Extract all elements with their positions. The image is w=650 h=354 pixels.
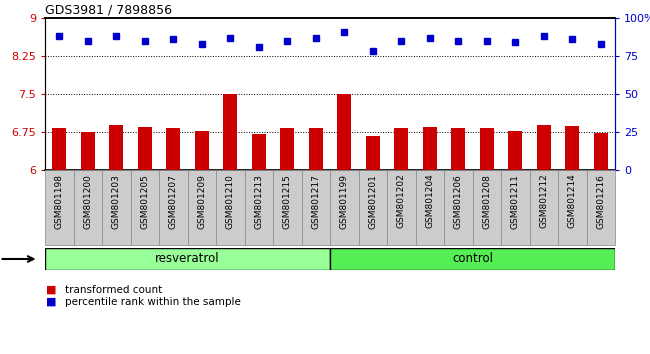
- Text: GSM801199: GSM801199: [340, 174, 349, 229]
- Text: GSM801201: GSM801201: [369, 174, 377, 229]
- Bar: [444, 170, 473, 245]
- Bar: [73, 170, 102, 245]
- Bar: [558, 170, 586, 245]
- Bar: [394, 129, 408, 170]
- Text: GSM801215: GSM801215: [283, 174, 292, 229]
- Bar: [194, 131, 209, 170]
- Text: ■: ■: [46, 285, 56, 295]
- Bar: [223, 94, 237, 170]
- Bar: [359, 170, 387, 245]
- Bar: [216, 170, 244, 245]
- Text: control: control: [452, 252, 493, 266]
- Bar: [537, 125, 551, 170]
- Bar: [480, 128, 494, 170]
- Text: GSM801214: GSM801214: [567, 174, 577, 228]
- Text: GSM801207: GSM801207: [169, 174, 177, 229]
- Bar: [586, 170, 615, 245]
- Bar: [565, 126, 579, 170]
- Bar: [473, 170, 501, 245]
- Bar: [365, 136, 380, 170]
- Bar: [81, 132, 95, 170]
- Bar: [52, 129, 66, 170]
- Text: GSM801211: GSM801211: [511, 174, 520, 229]
- Bar: [501, 170, 530, 245]
- Text: GSM801210: GSM801210: [226, 174, 235, 229]
- Bar: [508, 131, 523, 170]
- Text: transformed count: transformed count: [65, 285, 162, 295]
- Bar: [244, 170, 273, 245]
- Bar: [309, 128, 323, 170]
- Bar: [102, 170, 131, 245]
- Text: GDS3981 / 7898856: GDS3981 / 7898856: [45, 4, 172, 17]
- Text: GSM801202: GSM801202: [396, 174, 406, 228]
- Text: resveratrol: resveratrol: [155, 252, 220, 266]
- Text: GSM801203: GSM801203: [112, 174, 121, 229]
- Text: GSM801216: GSM801216: [596, 174, 605, 229]
- Text: GSM801206: GSM801206: [454, 174, 463, 229]
- Text: GSM801217: GSM801217: [311, 174, 320, 229]
- Bar: [530, 170, 558, 245]
- Text: GSM801198: GSM801198: [55, 174, 64, 229]
- Bar: [138, 127, 152, 170]
- Bar: [280, 128, 294, 170]
- Bar: [45, 248, 330, 270]
- Bar: [45, 170, 73, 245]
- Bar: [451, 129, 465, 170]
- Bar: [415, 170, 444, 245]
- Text: percentile rank within the sample: percentile rank within the sample: [65, 297, 241, 307]
- Text: GSM801205: GSM801205: [140, 174, 150, 229]
- Text: GSM801209: GSM801209: [197, 174, 206, 229]
- Bar: [330, 170, 359, 245]
- Bar: [131, 170, 159, 245]
- Text: GSM801200: GSM801200: [83, 174, 92, 229]
- Bar: [159, 170, 187, 245]
- Bar: [422, 127, 437, 170]
- Text: ■: ■: [46, 297, 56, 307]
- Text: GSM801204: GSM801204: [425, 174, 434, 228]
- Bar: [273, 170, 302, 245]
- Bar: [337, 94, 352, 170]
- Text: GSM801212: GSM801212: [540, 174, 548, 228]
- Bar: [302, 170, 330, 245]
- Bar: [252, 133, 266, 170]
- Bar: [593, 132, 608, 170]
- Bar: [187, 170, 216, 245]
- Bar: [109, 125, 124, 170]
- Bar: [330, 248, 615, 270]
- Bar: [166, 129, 181, 170]
- Bar: [387, 170, 415, 245]
- Text: GSM801213: GSM801213: [254, 174, 263, 229]
- Text: GSM801208: GSM801208: [482, 174, 491, 229]
